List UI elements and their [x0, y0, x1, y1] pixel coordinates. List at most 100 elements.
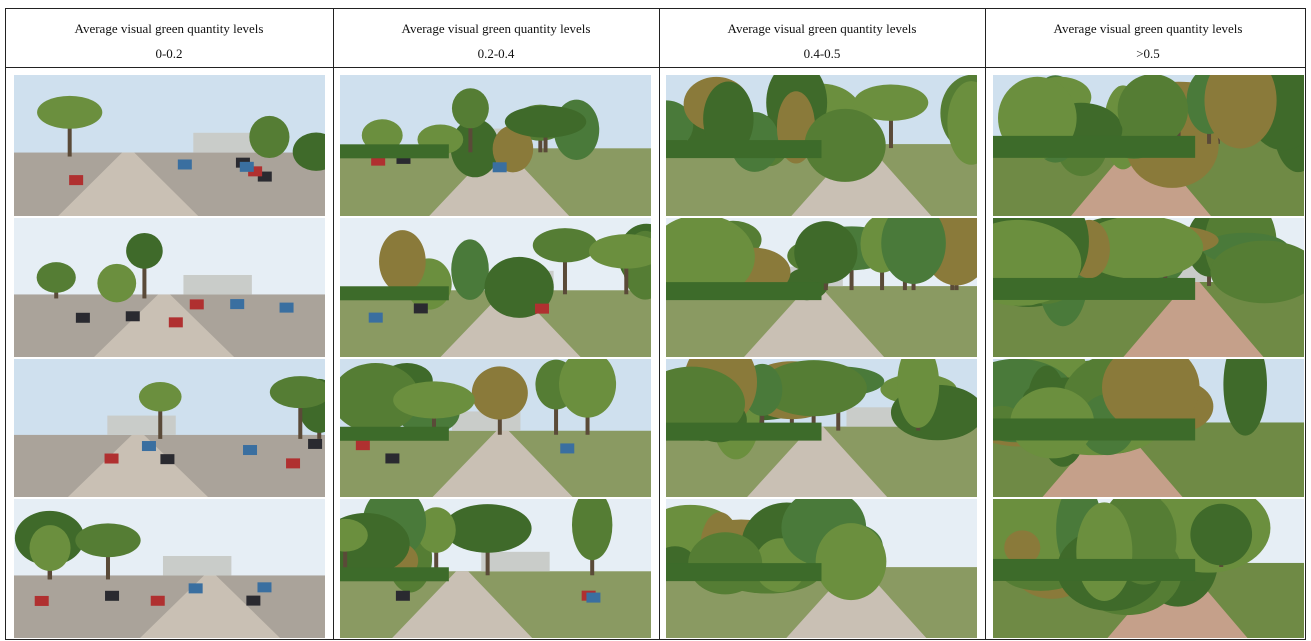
- parked-scooter: [286, 458, 300, 468]
- photo-content: [638, 338, 984, 497]
- parked-scooter: [169, 317, 183, 327]
- photo: [14, 75, 340, 216]
- photo-grid: [14, 51, 1311, 638]
- hedge: [340, 427, 449, 441]
- tree-crown: [126, 233, 163, 269]
- tree-crown: [452, 88, 489, 128]
- photo-content: [14, 499, 325, 638]
- photo-content: [321, 486, 651, 638]
- building: [107, 416, 175, 435]
- parked-scooter: [243, 445, 257, 455]
- parked-scooter: [142, 441, 156, 451]
- tree-crown: [816, 523, 887, 600]
- tree-crown: [1204, 53, 1276, 149]
- tree-crown: [451, 239, 489, 299]
- photo: [14, 499, 325, 638]
- photo-content: [14, 75, 340, 216]
- parked-scooter: [105, 454, 119, 464]
- tree-crown: [139, 382, 182, 412]
- tree-crown: [589, 234, 664, 268]
- hedge: [993, 418, 1195, 440]
- photo-content: [332, 350, 651, 497]
- photo-content: [993, 51, 1311, 216]
- parked-scooter: [385, 453, 399, 463]
- photo-content: [340, 218, 675, 357]
- parked-scooter: [151, 596, 165, 606]
- tree-crown: [794, 221, 857, 283]
- parked-scooter: [240, 162, 254, 172]
- column-title: Average visual green quantity levels: [728, 21, 917, 36]
- photo-content: [340, 75, 651, 216]
- photo-content: [638, 489, 977, 638]
- parked-scooter: [280, 303, 294, 313]
- photo: [321, 486, 651, 638]
- tree-crown: [533, 228, 597, 262]
- photo: [639, 61, 1004, 216]
- tree-crown: [472, 366, 528, 419]
- tree-crown: [249, 116, 289, 158]
- tree-crown: [97, 264, 136, 303]
- photo-content: [639, 61, 1004, 216]
- building: [183, 275, 251, 294]
- tree-crown: [270, 376, 331, 408]
- column-title: Average visual green quantity levels: [402, 21, 591, 36]
- parked-scooter: [414, 303, 428, 313]
- parked-scooter: [560, 443, 574, 453]
- column-title: Average visual green quantity levels: [75, 21, 264, 36]
- tree-crown: [559, 350, 616, 417]
- hedge: [993, 559, 1195, 581]
- tree-crown: [1190, 504, 1252, 565]
- tree-crown: [29, 525, 70, 571]
- hedge: [666, 423, 822, 441]
- hedge: [666, 563, 822, 581]
- tree-crown: [321, 513, 409, 575]
- photo: [941, 478, 1304, 638]
- parked-scooter: [69, 175, 83, 185]
- tree-crown: [1118, 74, 1188, 146]
- column-title: Average visual green quantity levels: [1054, 21, 1243, 36]
- photo: [14, 359, 340, 497]
- building: [481, 552, 549, 571]
- photo-content: [941, 478, 1304, 638]
- parked-scooter: [230, 299, 244, 309]
- hedge: [993, 136, 1195, 158]
- photo: [332, 350, 651, 497]
- photo: [638, 338, 984, 497]
- parked-scooter: [35, 596, 49, 606]
- photo: [993, 51, 1311, 216]
- parked-scooter: [586, 593, 600, 603]
- tree-crown: [947, 81, 995, 165]
- tree-crown: [323, 519, 368, 552]
- tree-crown: [1076, 502, 1132, 601]
- tree-crown: [37, 262, 76, 293]
- parked-scooter: [356, 440, 370, 450]
- parked-scooter: [535, 304, 549, 314]
- photo: [648, 201, 996, 357]
- photo: [14, 218, 325, 357]
- building: [163, 556, 231, 575]
- tree-crown: [444, 504, 532, 553]
- hedge: [666, 282, 822, 300]
- parked-scooter: [308, 439, 322, 449]
- parked-scooter: [493, 162, 507, 172]
- parked-scooter: [178, 159, 192, 169]
- figure-table: Average visual green quantity levels0-0.…: [0, 0, 1311, 641]
- hedge: [340, 286, 449, 300]
- hedge: [340, 567, 449, 581]
- tree-crown: [393, 381, 475, 418]
- photo: [638, 489, 977, 638]
- parked-scooter: [257, 582, 271, 592]
- photo-content: [14, 218, 325, 357]
- hedge: [666, 140, 822, 158]
- parked-scooter: [190, 299, 204, 309]
- parked-scooter: [246, 596, 260, 606]
- photo: [340, 218, 675, 357]
- tree-crown: [37, 96, 102, 129]
- tree-crown: [379, 230, 426, 292]
- photo: [340, 75, 651, 216]
- hedge: [993, 278, 1195, 300]
- tree-crown: [75, 523, 140, 557]
- tree-crown: [293, 133, 340, 171]
- hedge: [340, 144, 449, 158]
- parked-scooter: [126, 311, 140, 321]
